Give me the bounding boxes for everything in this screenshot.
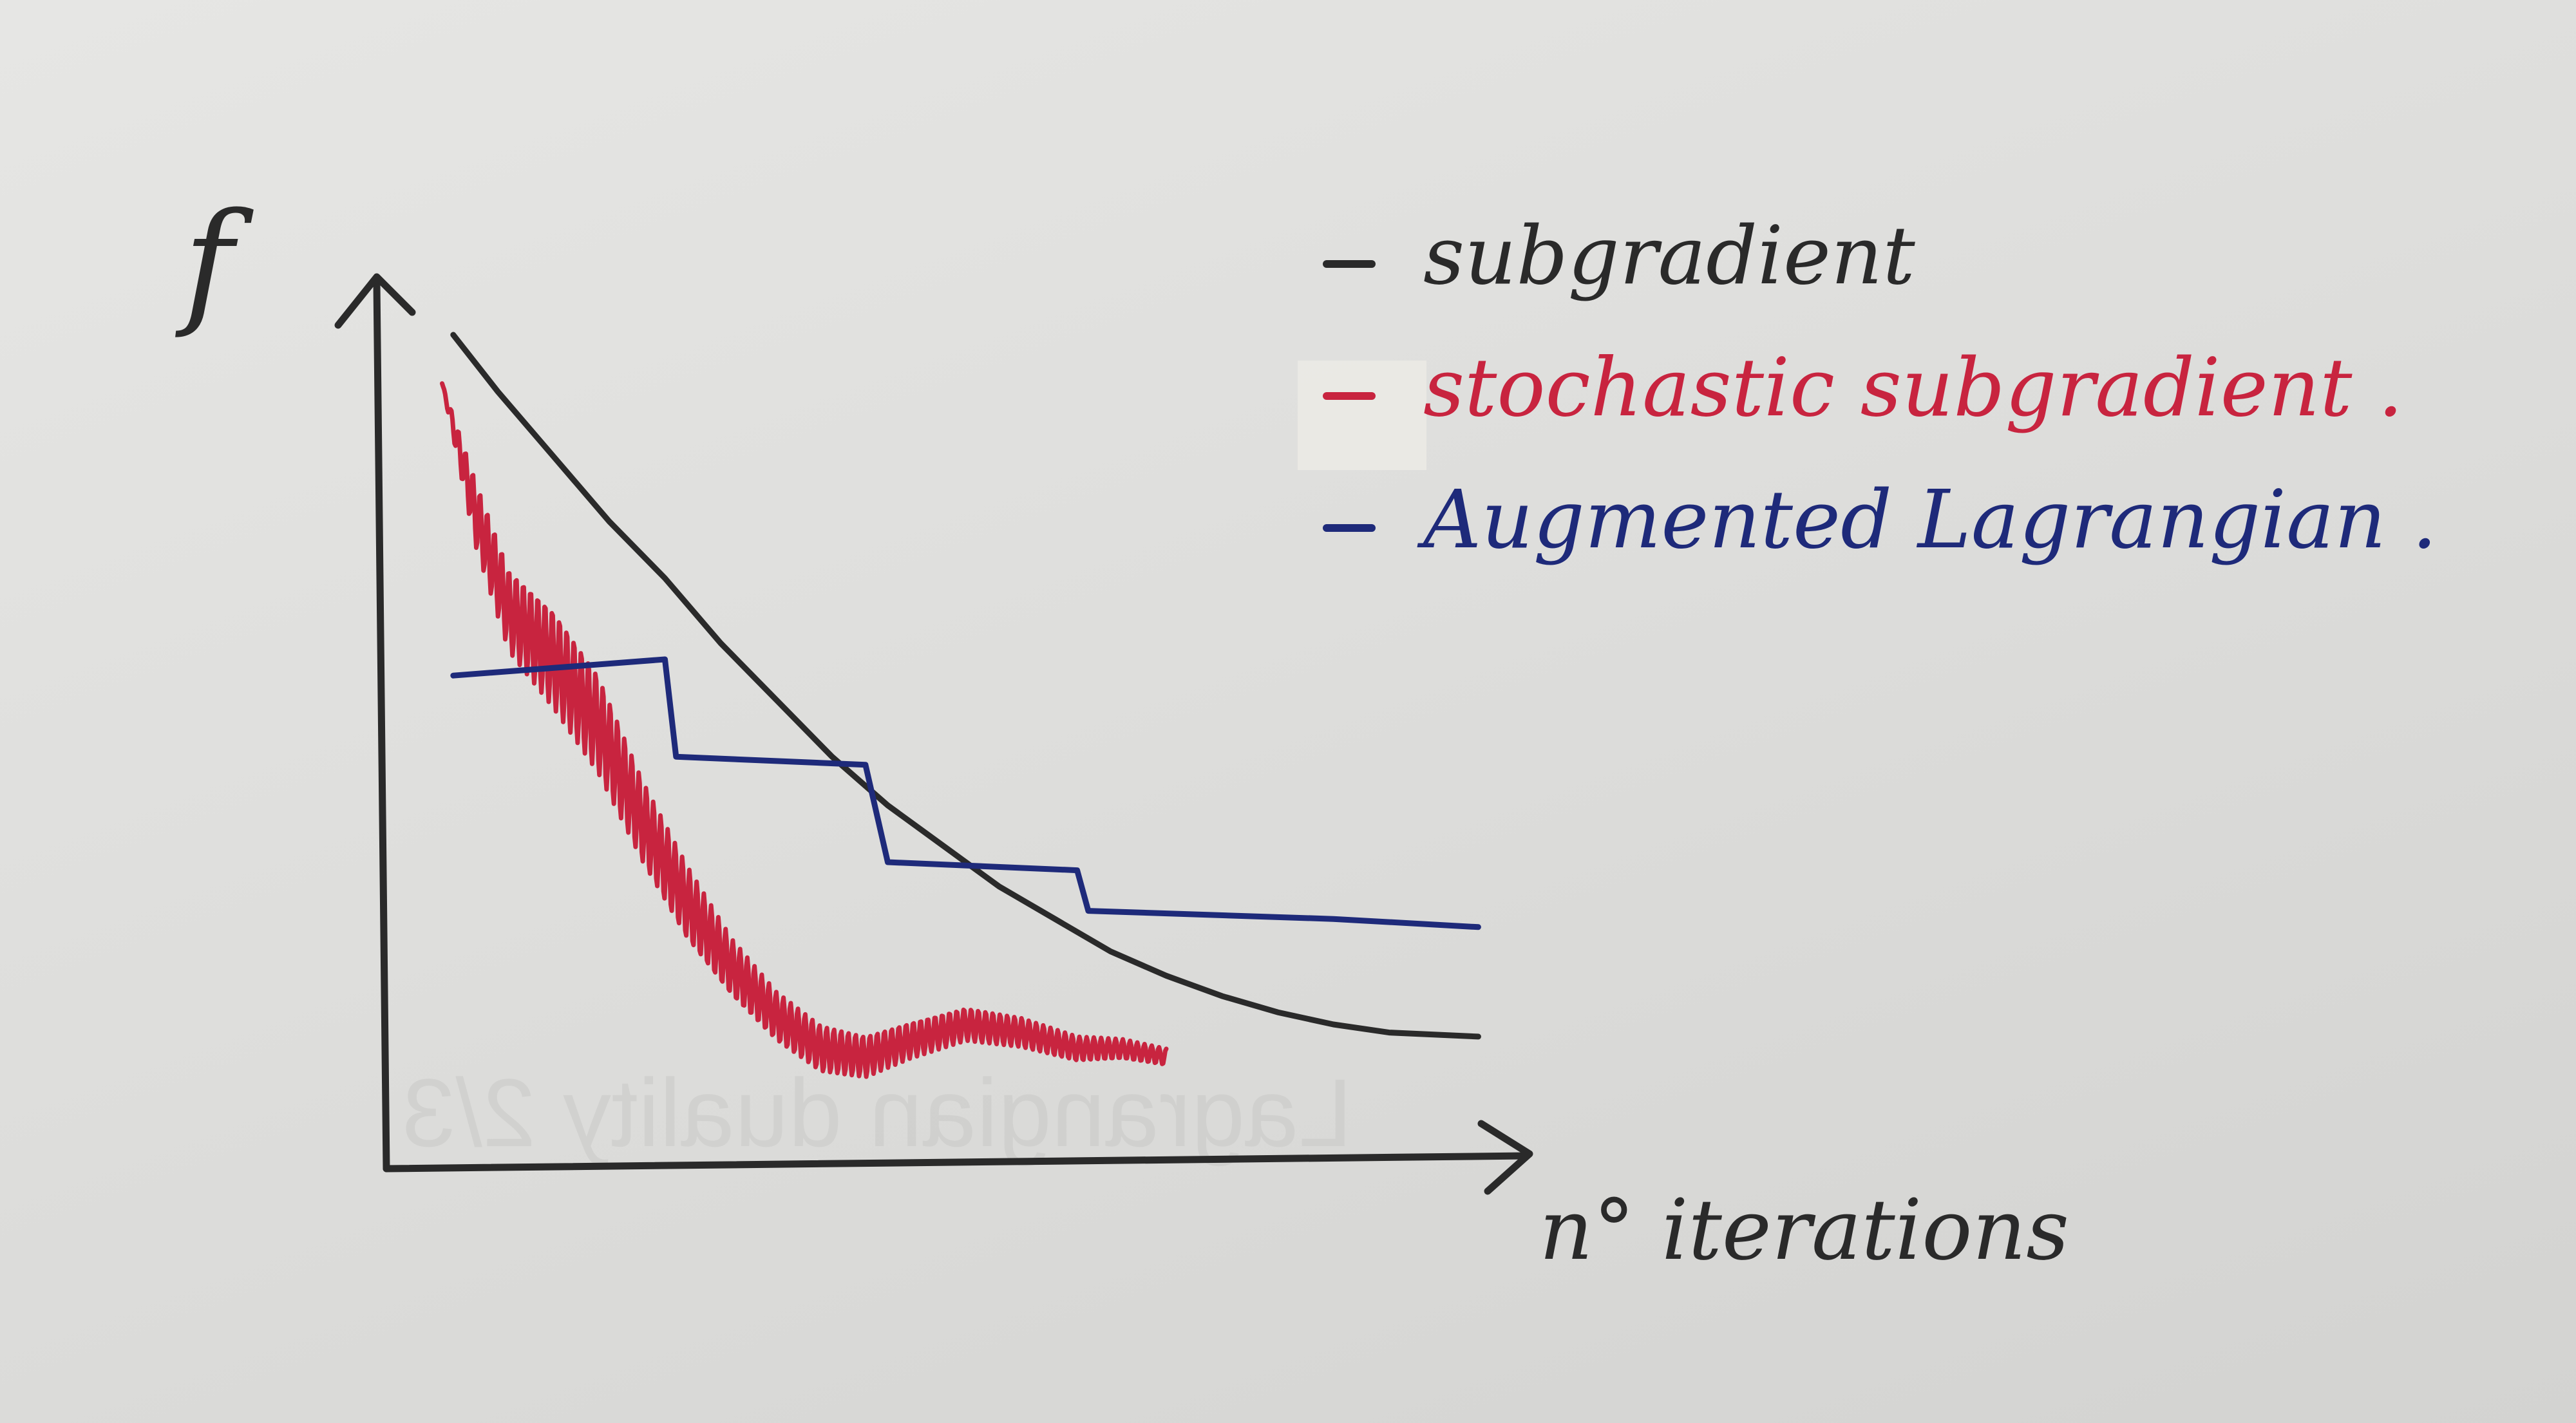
plot-area xyxy=(440,332,1481,1079)
legend-label-1: stochastic subgradient . xyxy=(1423,341,2403,435)
axes xyxy=(334,273,1533,1195)
legend-label-0: subgradient xyxy=(1423,209,1915,303)
paper-tab xyxy=(1298,361,1426,470)
x-axis-arrowhead xyxy=(1477,1120,1533,1195)
series-line-1 xyxy=(440,381,1169,1079)
series-line-2 xyxy=(450,656,1481,930)
x-axis-label: n° iterations xyxy=(1539,1181,2069,1279)
y-axis-arrowhead xyxy=(334,273,416,329)
y-axis xyxy=(373,279,390,1173)
x-axis xyxy=(383,1152,1530,1173)
y-axis-label: f xyxy=(175,184,254,341)
legend-label-2: Augmented Lagrangian . xyxy=(1417,473,2438,567)
series-line-0 xyxy=(450,332,1481,1040)
background-text: Lagrangian duality 2/3 xyxy=(402,1059,1352,1167)
legend: subgradient stochastic subgradient . Augme… xyxy=(1323,209,2438,567)
